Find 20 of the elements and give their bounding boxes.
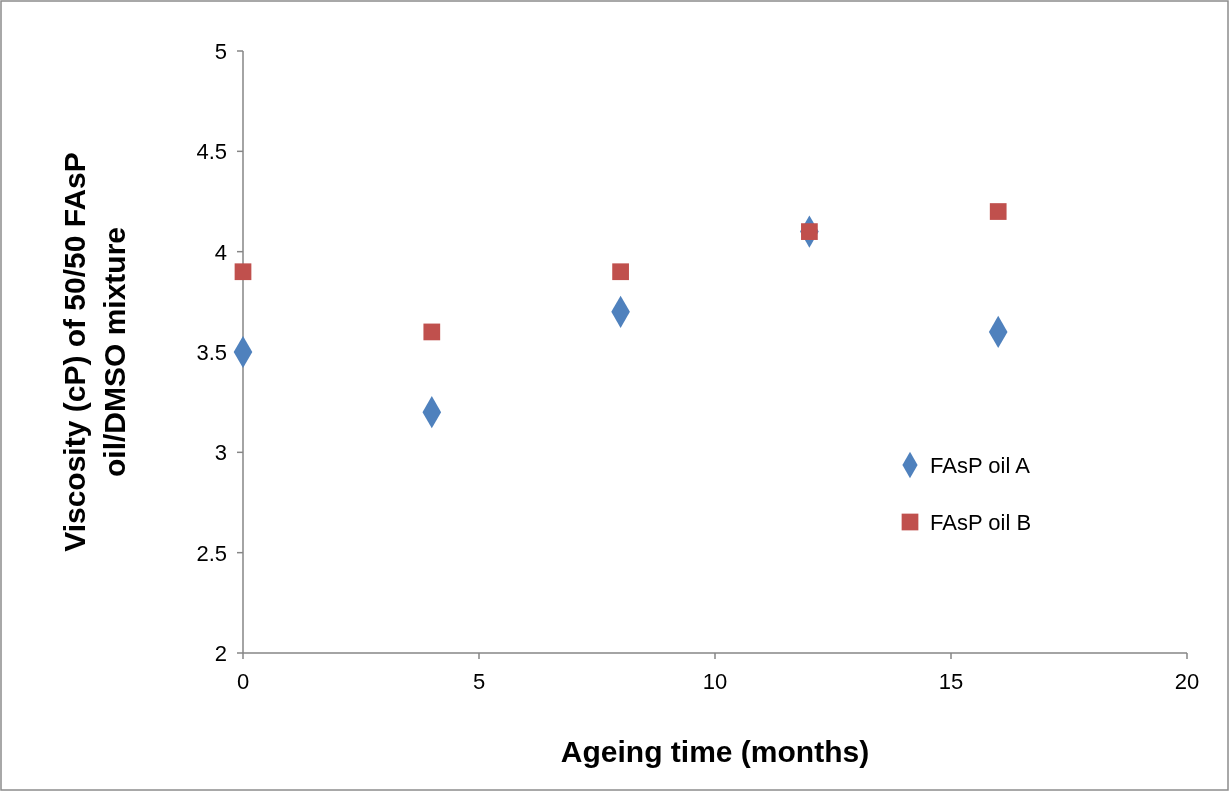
y-axis-title: Viscosity (cP) of 50/50 FAsP oil/DMSO mixture	[58, 152, 131, 552]
legend-label: FAsP oil B	[930, 510, 1032, 535]
x-tick-label: 15	[938, 669, 964, 694]
x-tick-label: 20	[1174, 669, 1200, 694]
y-tick-label: 2	[214, 641, 227, 666]
y-tick-label: 3	[214, 440, 227, 466]
y-tick-label: 4	[214, 239, 227, 265]
y-tick-label: 5	[214, 39, 227, 64]
y-tick-label: 4.5	[196, 139, 227, 165]
y-tick-label: 2.5	[196, 540, 227, 566]
y-tick-label: 3.5	[196, 340, 227, 365]
x-tick-label: 0	[236, 669, 250, 694]
x-axis-title: Ageing time (months)	[560, 735, 870, 768]
x-tick-label: 5	[472, 669, 486, 694]
point	[234, 263, 252, 281]
x-tick-label: 10	[702, 669, 728, 694]
point	[612, 263, 629, 281]
point	[423, 323, 441, 341]
legend-label: FAsP oil A	[930, 453, 1031, 478]
point	[989, 203, 1007, 220]
